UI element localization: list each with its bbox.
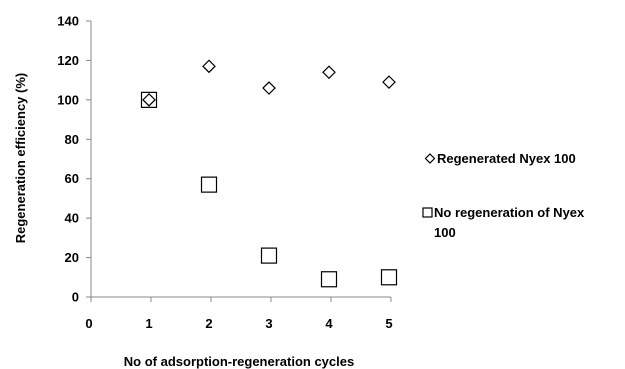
y-axis-ticks: 0 20 40 60 80 100 120 140 xyxy=(57,14,91,305)
y-tick-label: 0 xyxy=(72,290,79,305)
y-tick-label: 60 xyxy=(65,171,79,186)
legend-label-series-1: Regenerated Nyex 100 xyxy=(437,151,576,166)
y-tick-label: 120 xyxy=(57,53,79,68)
point-regenerated xyxy=(322,65,336,80)
point-no-regeneration xyxy=(320,271,338,288)
x-tick-label: 5 xyxy=(385,316,392,331)
y-tick-label: 80 xyxy=(65,132,79,147)
y-tick-label: 100 xyxy=(57,92,79,107)
y-tick-label: 20 xyxy=(65,250,79,265)
y-tick-label: 140 xyxy=(57,14,79,29)
point-no-regeneration xyxy=(380,269,398,286)
x-tick-label: 4 xyxy=(325,316,333,331)
x-tick-label: 3 xyxy=(265,316,272,331)
legend-label-series-2: No regeneration of Nyex 100 xyxy=(434,205,588,240)
point-regenerated xyxy=(142,93,156,107)
x-axis-ticks: 0 1 2 3 4 5 xyxy=(85,297,393,331)
data-points xyxy=(140,59,398,288)
point-regenerated xyxy=(202,59,216,74)
point-regenerated xyxy=(262,81,276,95)
x-axis-title: No of adsorption-regeneration cycles xyxy=(124,354,354,369)
x-tick-label: 2 xyxy=(205,316,212,331)
legend-square-icon xyxy=(422,207,433,218)
point-regenerated xyxy=(382,75,396,89)
point-no-regeneration xyxy=(140,91,158,108)
y-tick-label: 40 xyxy=(65,211,79,226)
x-tick-label: 0 xyxy=(85,316,92,331)
legend-diamond-icon xyxy=(424,153,436,164)
x-tick-label: 1 xyxy=(145,316,152,331)
point-no-regeneration xyxy=(200,176,218,193)
point-no-regeneration xyxy=(260,247,278,264)
legend: Regenerated Nyex 100 No regeneration of … xyxy=(422,151,588,240)
y-axis-title: Regeneration efficiency (%) xyxy=(13,73,28,244)
